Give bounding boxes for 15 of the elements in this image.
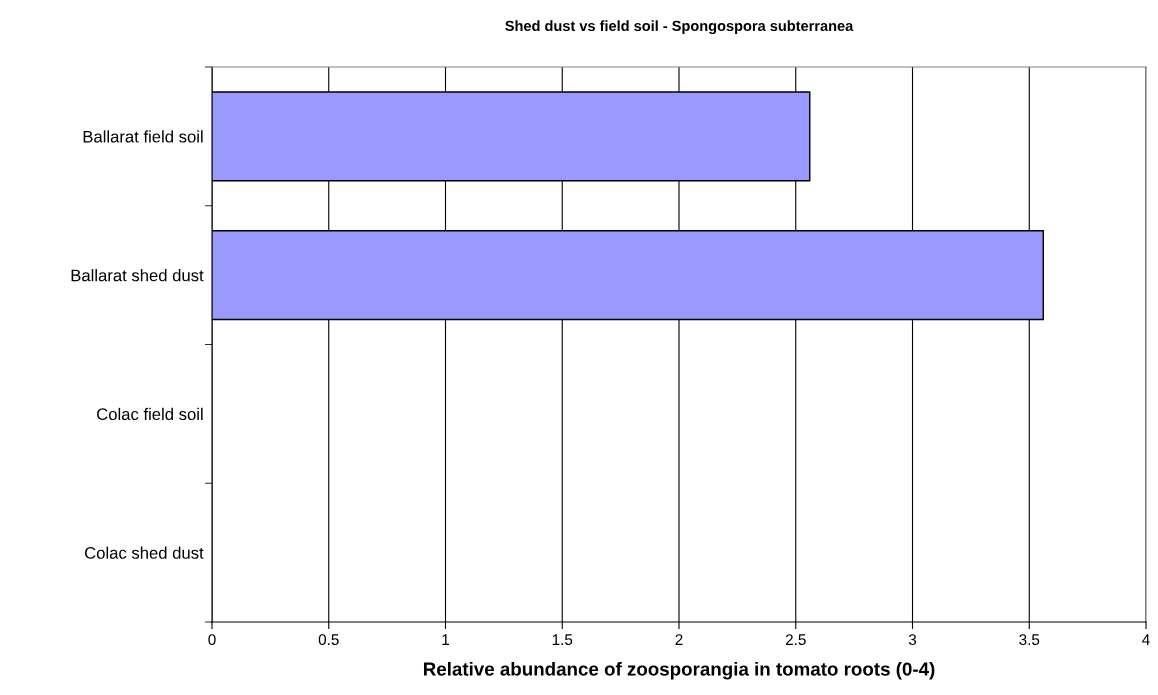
x-tick-label: 3 xyxy=(908,634,917,646)
x-tick-label: 2.5 xyxy=(785,634,806,646)
x-tick-label: 1 xyxy=(442,634,449,645)
x-tick-label: 0 xyxy=(208,634,216,646)
x-axis-title: Relative abundance of zoosporangia in tomato roots (0-4) xyxy=(424,661,935,680)
x-tick-label: 2 xyxy=(675,634,683,645)
x-tick-label: 1.5 xyxy=(552,634,573,646)
chart-title: Shed dust vs field soil - Spongospora subterranea xyxy=(505,20,854,34)
x-tick-label: 4 xyxy=(1142,634,1150,645)
y-tick-label: Ballarat field soil xyxy=(83,130,203,143)
y-tick-label: Colac shed dust xyxy=(85,546,204,559)
x-tick-label: 3.5 xyxy=(1019,634,1040,646)
x-tick-label: 0.5 xyxy=(318,634,339,646)
y-tick-label: Ballarat shed dust xyxy=(71,269,204,282)
y-tick-label: Colac field soil xyxy=(97,407,203,421)
